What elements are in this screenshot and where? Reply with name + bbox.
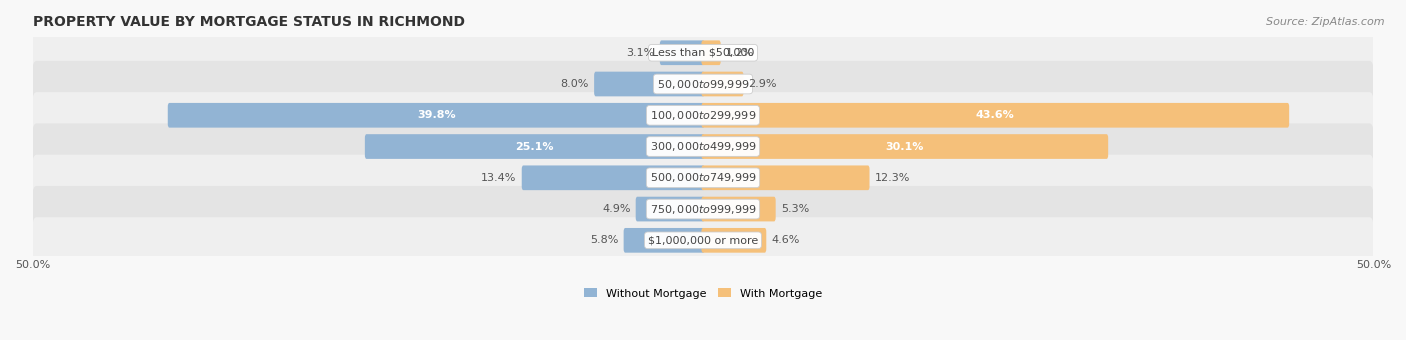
FancyBboxPatch shape <box>167 103 704 128</box>
Text: 30.1%: 30.1% <box>886 141 924 152</box>
FancyBboxPatch shape <box>702 228 766 253</box>
Text: 5.3%: 5.3% <box>780 204 808 214</box>
Text: $50,000 to $99,999: $50,000 to $99,999 <box>657 78 749 90</box>
Text: Source: ZipAtlas.com: Source: ZipAtlas.com <box>1267 17 1385 27</box>
FancyBboxPatch shape <box>624 228 704 253</box>
Text: PROPERTY VALUE BY MORTGAGE STATUS IN RICHMOND: PROPERTY VALUE BY MORTGAGE STATUS IN RIC… <box>32 15 464 29</box>
FancyBboxPatch shape <box>32 61 1374 107</box>
FancyBboxPatch shape <box>702 166 869 190</box>
Text: 3.1%: 3.1% <box>627 48 655 58</box>
FancyBboxPatch shape <box>702 197 776 221</box>
Text: 13.4%: 13.4% <box>481 173 516 183</box>
Text: 39.8%: 39.8% <box>416 110 456 120</box>
Text: $100,000 to $299,999: $100,000 to $299,999 <box>650 109 756 122</box>
FancyBboxPatch shape <box>702 134 1108 159</box>
FancyBboxPatch shape <box>32 92 1374 138</box>
FancyBboxPatch shape <box>32 217 1374 264</box>
Text: 1.2%: 1.2% <box>725 48 754 58</box>
FancyBboxPatch shape <box>702 72 744 96</box>
FancyBboxPatch shape <box>595 72 704 96</box>
Text: 5.8%: 5.8% <box>591 235 619 245</box>
FancyBboxPatch shape <box>702 103 1289 128</box>
Text: Less than $50,000: Less than $50,000 <box>652 48 754 58</box>
FancyBboxPatch shape <box>32 155 1374 201</box>
FancyBboxPatch shape <box>702 40 721 65</box>
Text: 2.9%: 2.9% <box>748 79 778 89</box>
FancyBboxPatch shape <box>659 40 704 65</box>
Text: 12.3%: 12.3% <box>875 173 910 183</box>
Text: 8.0%: 8.0% <box>561 79 589 89</box>
FancyBboxPatch shape <box>32 186 1374 232</box>
Text: $300,000 to $499,999: $300,000 to $499,999 <box>650 140 756 153</box>
Text: 43.6%: 43.6% <box>976 110 1015 120</box>
FancyBboxPatch shape <box>366 134 704 159</box>
FancyBboxPatch shape <box>522 166 704 190</box>
Text: 4.6%: 4.6% <box>772 235 800 245</box>
FancyBboxPatch shape <box>636 197 704 221</box>
Text: $500,000 to $749,999: $500,000 to $749,999 <box>650 171 756 184</box>
FancyBboxPatch shape <box>32 123 1374 170</box>
Text: 4.9%: 4.9% <box>602 204 631 214</box>
Text: 25.1%: 25.1% <box>516 141 554 152</box>
Legend: Without Mortgage, With Mortgage: Without Mortgage, With Mortgage <box>583 288 823 299</box>
Text: $750,000 to $999,999: $750,000 to $999,999 <box>650 203 756 216</box>
FancyBboxPatch shape <box>32 30 1374 76</box>
Text: $1,000,000 or more: $1,000,000 or more <box>648 235 758 245</box>
